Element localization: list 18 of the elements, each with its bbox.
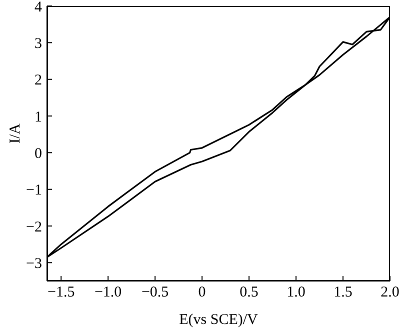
- y-tick-label: −2: [26, 219, 42, 236]
- y-axis-title: I/A: [7, 123, 24, 144]
- x-tick-label: 1.0: [286, 284, 306, 301]
- x-tick-label: −1.5: [47, 284, 75, 301]
- x-tick-label: −1.0: [94, 284, 122, 301]
- x-axis-title: E(vs SCE)/V: [179, 312, 258, 328]
- y-tick-label: 4: [34, 0, 42, 16]
- x-tick-label: 0: [198, 284, 206, 301]
- x-tick-label: 2.0: [380, 284, 400, 301]
- x-tick-label: 0.5: [240, 284, 258, 301]
- y-tick-label: −3: [26, 256, 42, 272]
- y-tick-label: 2: [34, 72, 42, 89]
- y-tick-label: 0: [34, 146, 42, 162]
- y-tick-label: 3: [34, 36, 42, 52]
- x-tick-label: −0.5: [141, 284, 169, 301]
- y-tick-label: 1: [34, 109, 42, 126]
- x-tick-label: 1.5: [334, 284, 352, 301]
- y-tick-label: −1: [26, 182, 42, 199]
